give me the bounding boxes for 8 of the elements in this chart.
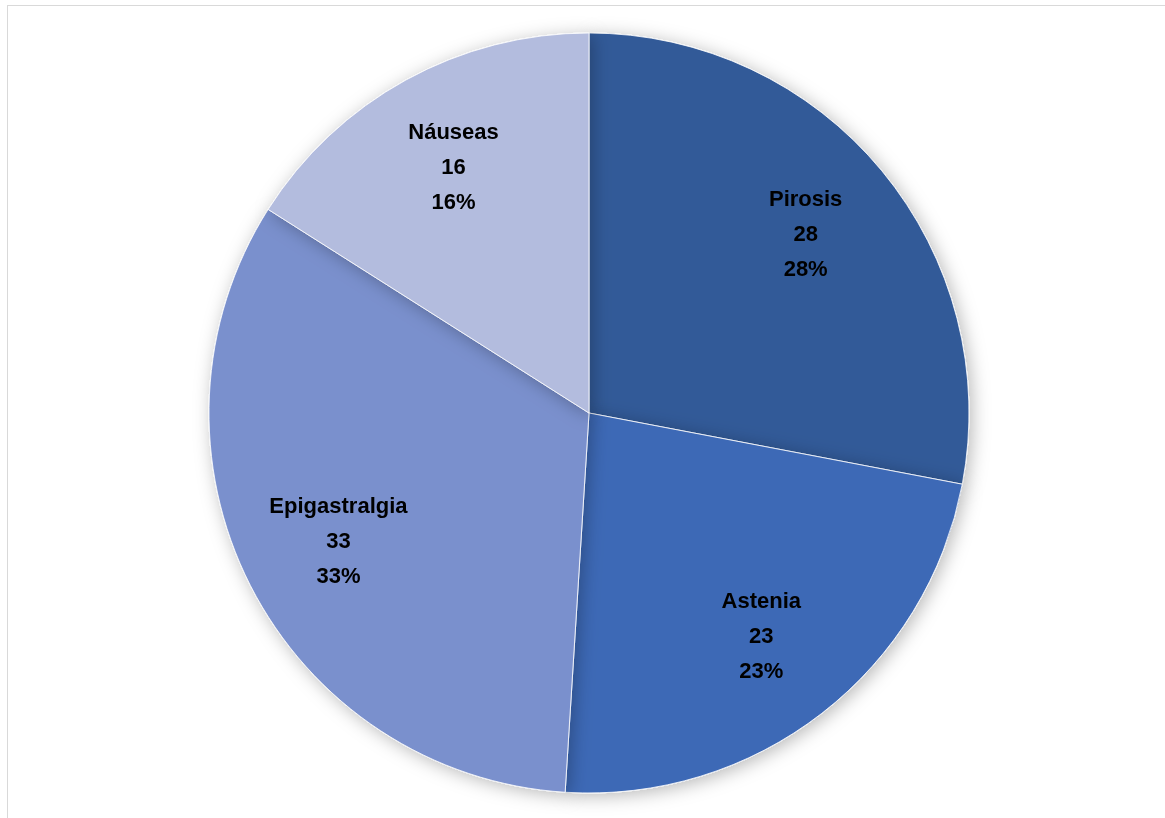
slice-label: Náuseas xyxy=(408,119,499,145)
slice-label: Pirosis xyxy=(768,186,843,212)
data-label: 16 16% xyxy=(431,154,476,215)
slice-label: Astenia xyxy=(721,587,802,613)
slice-label: Epigastralgia xyxy=(269,493,409,519)
data-label: 23 23% xyxy=(739,622,784,683)
data-label: 28 28% xyxy=(783,221,828,282)
data-label: 33 33% xyxy=(316,528,361,589)
